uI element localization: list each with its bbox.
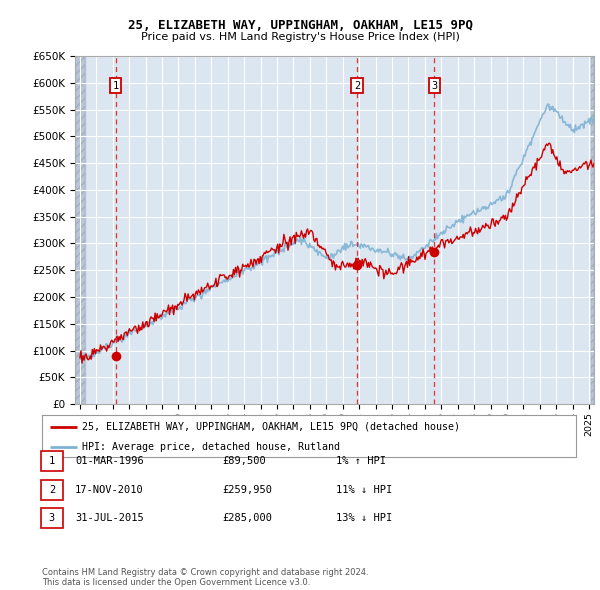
Text: 3: 3: [431, 81, 437, 91]
Bar: [75, 56, 85, 404]
Text: 25, ELIZABETH WAY, UPPINGHAM, OAKHAM, LE15 9PQ (detached house): 25, ELIZABETH WAY, UPPINGHAM, OAKHAM, LE…: [82, 422, 460, 432]
Text: 01-MAR-1996: 01-MAR-1996: [75, 457, 144, 466]
Text: 25, ELIZABETH WAY, UPPINGHAM, OAKHAM, LE15 9PQ: 25, ELIZABETH WAY, UPPINGHAM, OAKHAM, LE…: [128, 19, 473, 32]
Bar: [591, 56, 594, 404]
Text: 3: 3: [49, 513, 55, 523]
Text: HPI: Average price, detached house, Rutland: HPI: Average price, detached house, Rutl…: [82, 442, 340, 451]
Text: 13% ↓ HPI: 13% ↓ HPI: [336, 513, 392, 523]
Text: 31-JUL-2015: 31-JUL-2015: [75, 513, 144, 523]
Text: £89,500: £89,500: [222, 457, 266, 466]
Text: 11% ↓ HPI: 11% ↓ HPI: [336, 485, 392, 494]
Text: £259,950: £259,950: [222, 485, 272, 494]
Text: 2: 2: [354, 81, 360, 91]
Text: Price paid vs. HM Land Registry's House Price Index (HPI): Price paid vs. HM Land Registry's House …: [140, 32, 460, 42]
Text: 17-NOV-2010: 17-NOV-2010: [75, 485, 144, 494]
Bar: [591, 56, 594, 404]
Text: 1: 1: [49, 457, 55, 466]
Bar: [75, 56, 85, 404]
Text: 1: 1: [112, 81, 119, 91]
Text: Contains HM Land Registry data © Crown copyright and database right 2024.
This d: Contains HM Land Registry data © Crown c…: [42, 568, 368, 587]
Text: 2: 2: [49, 485, 55, 494]
Text: 1% ↑ HPI: 1% ↑ HPI: [336, 457, 386, 466]
Text: £285,000: £285,000: [222, 513, 272, 523]
